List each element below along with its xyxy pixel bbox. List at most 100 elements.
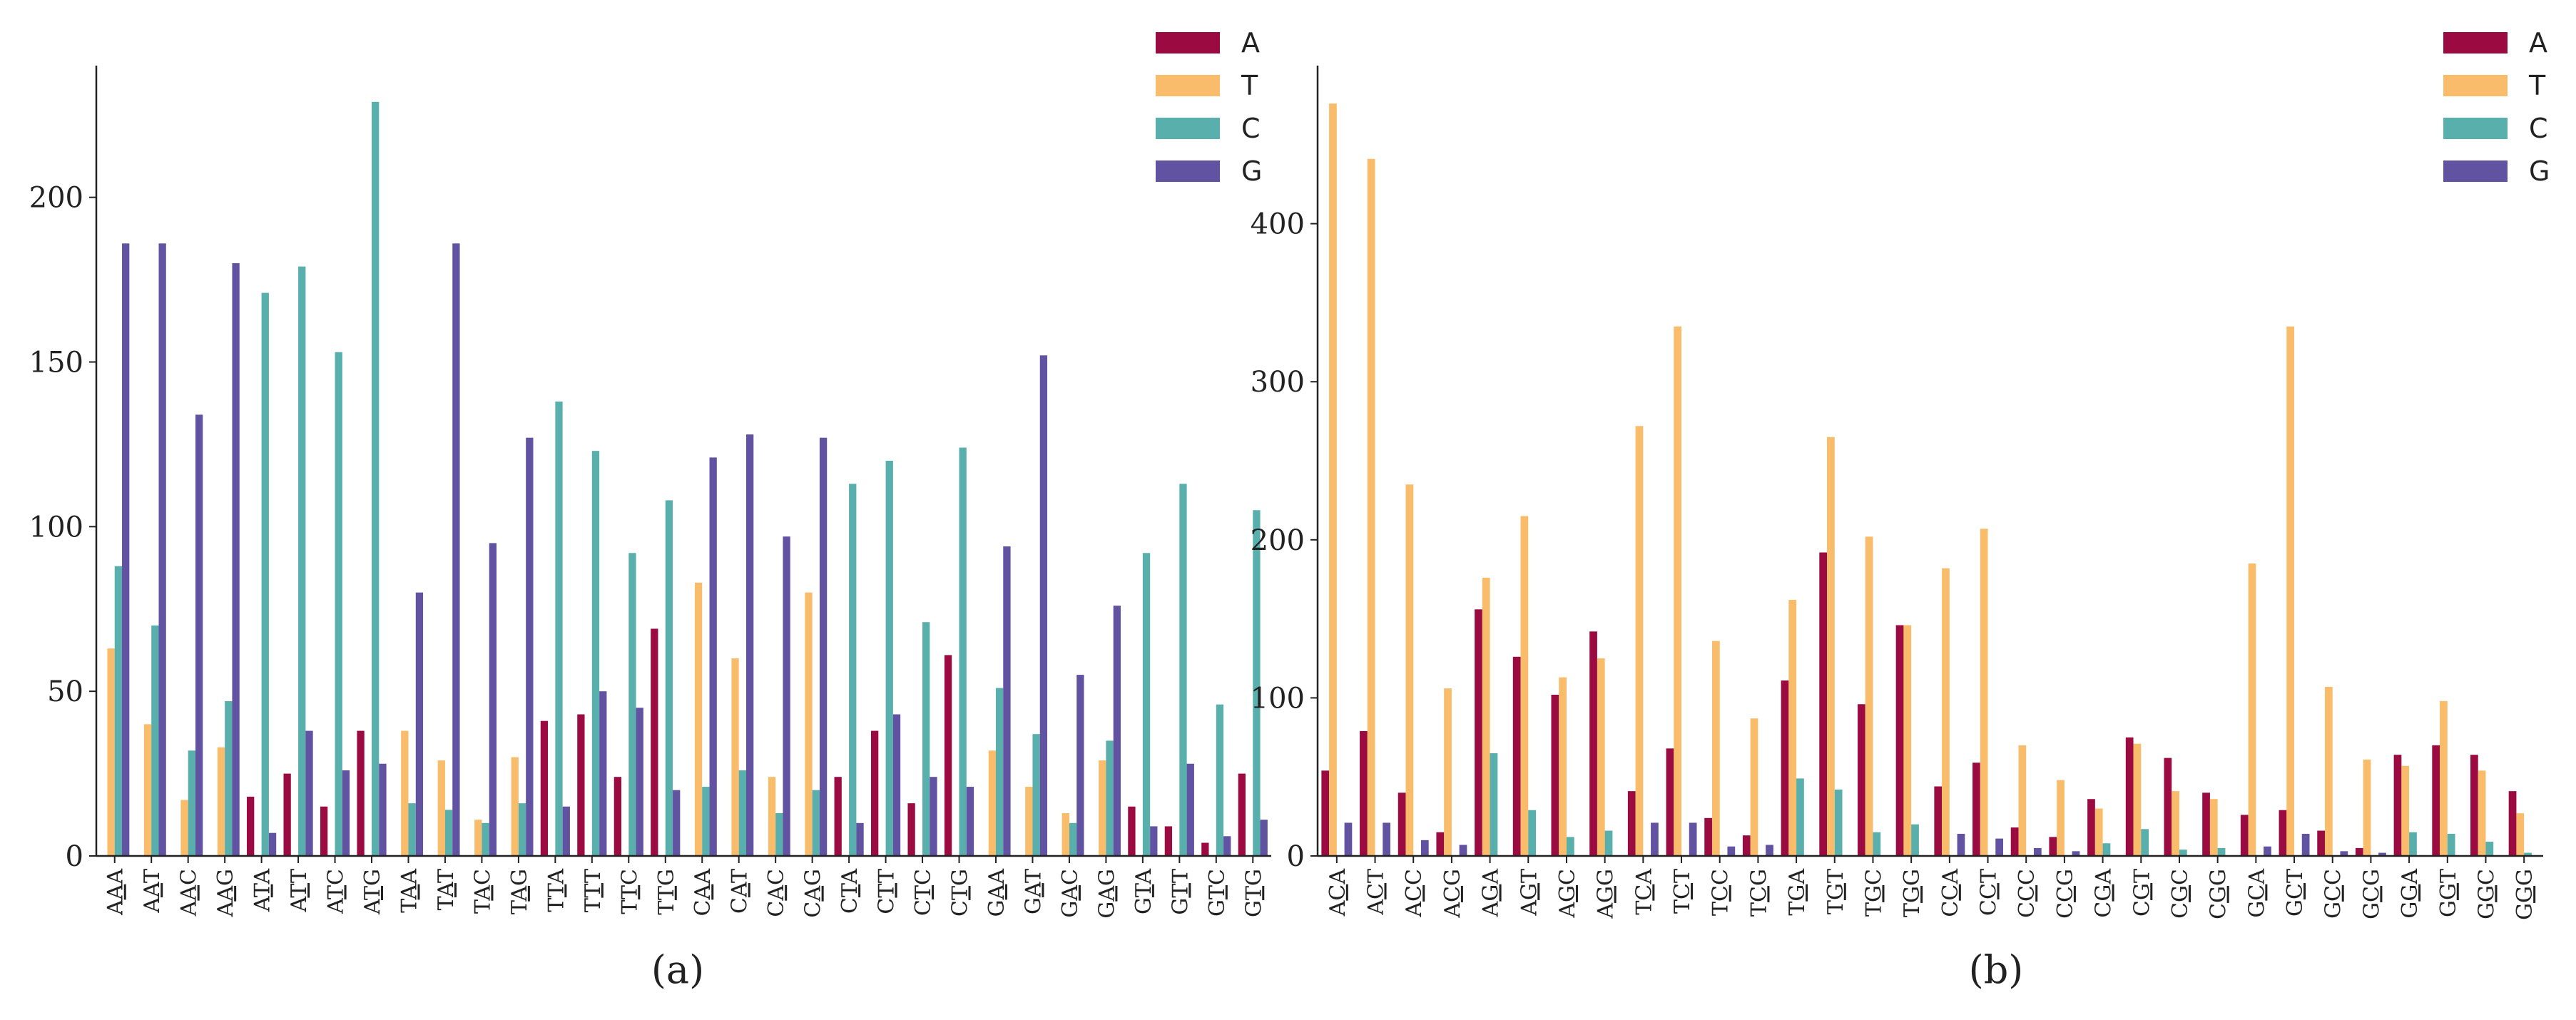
x-tick-label: GAA: [984, 869, 1009, 917]
x-tick-text: CCC: [2015, 869, 2040, 918]
x-tick-label: AAG: [213, 869, 238, 917]
bar-C-CTA: [849, 484, 857, 856]
x-tick-label: CTA: [838, 869, 862, 914]
legend-swatch-C: [2443, 118, 2508, 139]
bar-A-GTC: [1201, 842, 1209, 856]
bar-G-ACG: [1459, 845, 1467, 856]
bar-G-GAC: [1076, 675, 1084, 856]
x-tick-text: ACT: [1364, 869, 1389, 916]
x-tick-text: GAG: [1094, 869, 1119, 919]
legend-swatch-C: [1156, 118, 1220, 139]
x-tick-text: TCC: [1709, 869, 1734, 916]
bar-C-AGA: [1490, 753, 1498, 856]
bar-A-ACC: [1398, 792, 1406, 856]
bar-A-CGC: [2164, 758, 2172, 856]
bar-T-TGC: [1865, 536, 1873, 856]
x-tick-text: GCC: [2321, 869, 2346, 919]
x-tick-text: TGT: [1823, 869, 1848, 914]
bar-T-CAT: [731, 658, 739, 856]
x-tick-text: CTG: [948, 869, 973, 917]
x-tick-text: GCT: [2283, 869, 2308, 917]
bar-T-CGC: [2172, 791, 2179, 856]
x-tick-text: AAT: [140, 869, 165, 914]
bar-C-GTT: [1179, 484, 1187, 856]
x-tick-text: AGG: [1594, 869, 1619, 919]
x-tick-label: AAA: [103, 869, 128, 916]
bar-G-TTA: [562, 806, 570, 856]
x-tick-label: ATG: [360, 869, 385, 915]
x-tick-label: TAA: [397, 869, 422, 913]
bar-A-CTG: [944, 655, 952, 856]
bar-G-CAA: [709, 457, 717, 856]
legend-label-C: C: [2529, 113, 2548, 144]
x-tick-label: GGT: [2436, 869, 2461, 917]
bar-G-TCA: [1651, 822, 1659, 856]
bar-G-GAA: [1003, 546, 1011, 856]
x-tick-label: GTG: [1241, 869, 1266, 917]
x-tick-label: CCC: [2015, 869, 2040, 918]
bar-G-GAG: [1113, 606, 1121, 856]
bar-A-TGA: [1781, 680, 1789, 856]
x-tick-text: CTT: [875, 869, 900, 914]
legend-label-G: G: [2529, 155, 2550, 187]
bar-A-GGA: [2393, 755, 2402, 856]
x-tick-label: TCA: [1631, 869, 1656, 915]
x-tick-text: GAC: [1058, 869, 1083, 918]
bar-A-TCA: [1627, 791, 1636, 856]
bar-T-AGC: [1559, 677, 1567, 856]
bar-T-ACA: [1329, 103, 1337, 857]
bar-A-GGC: [2470, 755, 2478, 856]
bar-C-CTG: [959, 447, 967, 856]
x-tick-text: GAT: [1021, 869, 1046, 914]
bar-G-GTT: [1186, 763, 1194, 856]
x-tick-text: ACG: [1440, 869, 1465, 919]
x-tick-text: CCT: [1977, 869, 2002, 916]
bar-A-GGG: [2508, 791, 2517, 856]
x-tick-text: TAT: [434, 869, 459, 910]
x-tick-label: ACA: [1325, 869, 1350, 917]
x-tick-text: TTC: [617, 869, 642, 914]
bar-G-AAC: [195, 414, 203, 856]
bar-T-ACC: [1405, 484, 1414, 856]
x-tick-label: TTC: [617, 869, 642, 914]
bar-G-ACT: [1383, 822, 1391, 856]
legend-swatch-T: [2443, 75, 2508, 96]
x-tick-label: TTA: [544, 869, 569, 912]
bar-G-CTA: [856, 822, 864, 856]
bar-G-CAG: [819, 437, 828, 856]
bar-C-GTG: [1253, 510, 1261, 856]
legend-label-A: A: [2529, 27, 2547, 58]
bar-G-TAG: [526, 437, 534, 856]
bar-T-CCT: [1980, 529, 1988, 856]
x-tick-label: CGG: [2206, 869, 2231, 919]
x-tick-label: CGC: [2168, 869, 2193, 919]
x-tick-label: AGG: [1594, 869, 1619, 919]
bar-A-CGG: [2202, 792, 2210, 856]
y-tick-label: 0: [1287, 840, 1305, 873]
bar-G-CCA: [1957, 833, 1965, 856]
bar-C-AGT: [1528, 810, 1537, 856]
bar-A-GTT: [1164, 826, 1173, 856]
x-tick-text: ACA: [1325, 869, 1350, 917]
x-tick-label: GCT: [2283, 869, 2308, 917]
x-tick-text: CGA: [2092, 869, 2117, 918]
x-tick-label: TGA: [1785, 869, 1810, 916]
x-tick-text: CTC: [911, 869, 936, 916]
x-tick-text: GCG: [2359, 869, 2384, 919]
x-tick-label: TGG: [1900, 869, 1925, 917]
bar-G-CCG: [2072, 851, 2080, 856]
y-tick-label: 100: [1251, 682, 1305, 715]
bar-T-ACG: [1444, 688, 1452, 856]
bar-G-GCA: [2264, 846, 2271, 856]
bar-G-TCC: [1727, 846, 1736, 856]
bar-C-TAC: [482, 822, 489, 856]
bar-A-ATA: [247, 796, 255, 856]
bar-C-AGC: [1566, 837, 1574, 856]
x-tick-text: TTG: [654, 869, 679, 915]
bar-G-CAT: [745, 434, 754, 856]
bar-G-TAT: [452, 243, 460, 856]
bar-A-CTA: [834, 777, 842, 856]
bar-T-TAA: [401, 730, 409, 856]
x-tick-text: TAC: [470, 869, 495, 914]
bar-T-GAA: [988, 750, 996, 856]
